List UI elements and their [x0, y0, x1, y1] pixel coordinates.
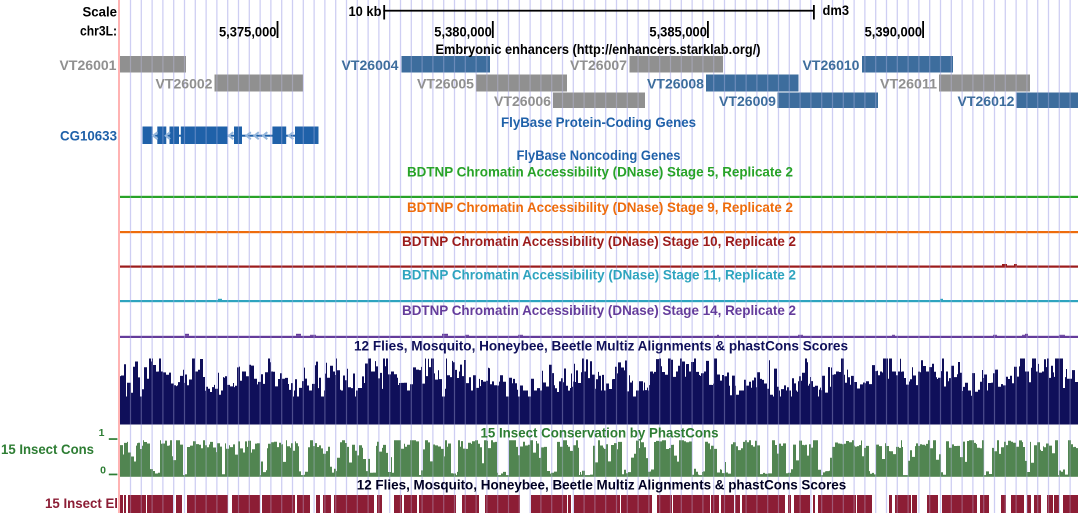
- svg-text:VT26006: VT26006: [494, 93, 551, 109]
- svg-text:VT26005: VT26005: [417, 76, 474, 92]
- svg-text:VT26011: VT26011: [880, 76, 937, 92]
- svg-text:chr3L:: chr3L:: [80, 23, 117, 39]
- svg-text:VT26008: VT26008: [647, 76, 704, 92]
- svg-text:Embryonic enhancers (http://en: Embryonic enhancers (http://enhancers.st…: [436, 41, 761, 57]
- svg-text:5,380,000: 5,380,000: [434, 24, 492, 40]
- svg-text:10 kb: 10 kb: [349, 3, 382, 19]
- svg-text:15 Insect El: 15 Insect El: [45, 495, 118, 511]
- svg-text:BDTNP Chromatin Accessibility: BDTNP Chromatin Accessibility (DNase) St…: [402, 267, 796, 283]
- svg-text:1: 1: [99, 427, 105, 439]
- svg-text:15 Insect Conservation by Phas: 15 Insect Conservation by PhastCons: [481, 425, 719, 441]
- svg-text:VT26007: VT26007: [570, 57, 627, 73]
- svg-text:5,390,000: 5,390,000: [865, 24, 923, 40]
- svg-text:VT26010: VT26010: [803, 57, 860, 73]
- svg-text:Scale: Scale: [83, 4, 118, 20]
- svg-text:BDTNP Chromatin Accessibility: BDTNP Chromatin Accessibility (DNase) St…: [407, 164, 793, 180]
- svg-text:15 Insect Cons: 15 Insect Cons: [1, 441, 94, 457]
- svg-text:BDTNP Chromatin Accessibility: BDTNP Chromatin Accessibility (DNase) St…: [407, 199, 793, 215]
- svg-text:5,375,000: 5,375,000: [219, 24, 277, 40]
- svg-text:VT26001: VT26001: [60, 57, 117, 73]
- svg-text:VT26012: VT26012: [958, 93, 1015, 109]
- svg-text:FlyBase Noncoding Genes: FlyBase Noncoding Genes: [517, 147, 681, 163]
- svg-text:BDTNP Chromatin Accessibility: BDTNP Chromatin Accessibility (DNase) St…: [402, 233, 796, 249]
- svg-text:VT26009: VT26009: [719, 93, 776, 109]
- svg-text:dm3: dm3: [823, 2, 850, 18]
- svg-text:12 Flies, Mosquito, Honeybee,: 12 Flies, Mosquito, Honeybee, Beetle Mul…: [357, 478, 847, 493]
- svg-text:0: 0: [100, 465, 106, 477]
- svg-text:BDTNP Chromatin Accessibility: BDTNP Chromatin Accessibility (DNase) St…: [402, 302, 796, 318]
- svg-text:FlyBase Protein-Coding Genes: FlyBase Protein-Coding Genes: [501, 114, 696, 130]
- svg-text:VT26004: VT26004: [342, 57, 399, 73]
- svg-text:12 Flies, Mosquito, Honeybee,: 12 Flies, Mosquito, Honeybee, Beetle Mul…: [354, 338, 848, 354]
- svg-text:VT26002: VT26002: [156, 76, 213, 92]
- svg-text:CG10633: CG10633: [60, 128, 117, 144]
- svg-text:5,385,000: 5,385,000: [649, 24, 707, 40]
